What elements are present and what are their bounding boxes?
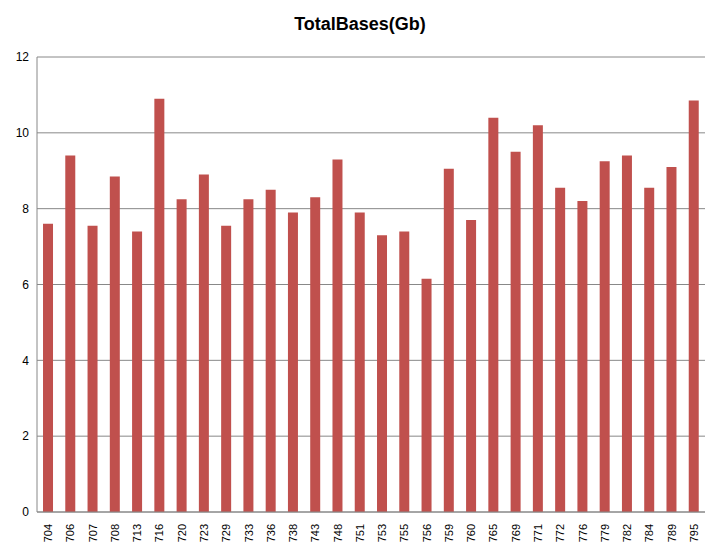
- svg-text:784: 784: [643, 524, 655, 542]
- svg-text:2: 2: [22, 429, 29, 443]
- svg-text:736: 736: [265, 524, 277, 542]
- svg-text:8: 8: [22, 202, 29, 216]
- svg-text:723: 723: [198, 524, 210, 542]
- svg-text:10: 10: [16, 126, 30, 140]
- svg-text:753: 753: [376, 524, 388, 542]
- html-text:TotalBases(Gb): TotalBases(Gb): [294, 14, 426, 34]
- svg-text:772: 772: [554, 524, 566, 542]
- svg-text:776: 776: [577, 524, 589, 542]
- svg-text:706: 706: [64, 524, 76, 542]
- svg-text:12: 12: [16, 50, 30, 64]
- svg-text:738: 738: [287, 524, 299, 542]
- svg-text:765: 765: [487, 524, 499, 542]
- svg-text:716: 716: [153, 524, 165, 542]
- svg-text:6: 6: [22, 278, 29, 292]
- svg-text:771: 771: [532, 524, 544, 542]
- svg-text:720: 720: [176, 524, 188, 542]
- svg-text:751: 751: [354, 524, 366, 542]
- svg-text:708: 708: [109, 524, 121, 542]
- svg-text:779: 779: [599, 524, 611, 542]
- svg-text:756: 756: [421, 524, 433, 542]
- svg-text:0: 0: [22, 505, 29, 519]
- svg-text:748: 748: [332, 524, 344, 542]
- svg-text:4: 4: [22, 354, 29, 368]
- svg-text:759: 759: [443, 524, 455, 542]
- svg-text:789: 789: [666, 524, 678, 542]
- svg-text:729: 729: [220, 524, 232, 542]
- svg-text:755: 755: [398, 524, 410, 542]
- svg-text:769: 769: [510, 524, 522, 542]
- svg-text:733: 733: [243, 524, 255, 542]
- svg-text:743: 743: [309, 524, 321, 542]
- svg-text:713: 713: [131, 524, 143, 542]
- svg-text:707: 707: [87, 524, 99, 542]
- svg-text:760: 760: [465, 524, 477, 542]
- svg-text:704: 704: [42, 524, 54, 542]
- svg-text:795: 795: [688, 524, 700, 542]
- svg-text:782: 782: [621, 524, 633, 542]
